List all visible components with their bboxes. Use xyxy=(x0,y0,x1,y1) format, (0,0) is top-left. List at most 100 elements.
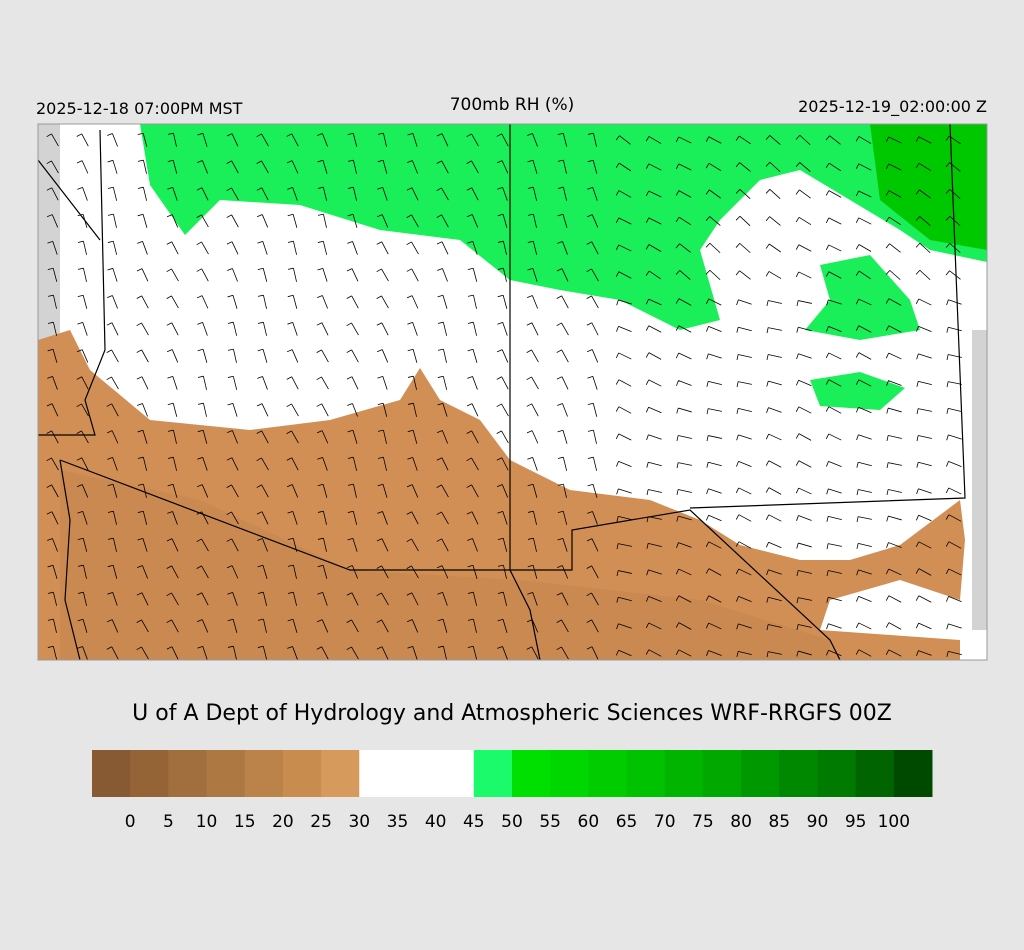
wind-barb xyxy=(856,461,872,468)
wind-barb xyxy=(406,268,419,282)
wind-barb xyxy=(316,376,329,390)
wind-barb xyxy=(256,430,269,444)
border-line xyxy=(509,124,541,661)
wind-barb xyxy=(257,348,268,363)
wind-barb xyxy=(885,243,901,253)
wind-barb xyxy=(615,244,632,252)
wind-barb xyxy=(736,407,752,414)
wind-barb xyxy=(406,187,419,201)
wind-barb xyxy=(376,349,389,363)
wind-barb xyxy=(347,510,358,525)
wind-barb xyxy=(527,267,538,282)
wind-barb xyxy=(855,270,871,280)
wind-barb xyxy=(946,381,962,388)
colorbar-label: 0 xyxy=(125,812,136,832)
wind-barb xyxy=(287,187,298,201)
wind-barb xyxy=(646,542,662,549)
wind-barb xyxy=(166,646,179,660)
wind-barb xyxy=(915,189,931,199)
wind-barb xyxy=(346,349,359,363)
wind-barb xyxy=(46,430,59,444)
wind-barb xyxy=(795,460,812,468)
wind-barb xyxy=(496,430,509,444)
wind-barb xyxy=(826,515,842,522)
wind-barb xyxy=(526,322,539,336)
wind-barb xyxy=(316,430,329,444)
wind-barb xyxy=(886,435,902,442)
wind-barb xyxy=(47,294,57,309)
wind-barb xyxy=(77,646,88,660)
wind-barb xyxy=(675,595,692,603)
wind-barb xyxy=(826,461,842,467)
wind-barb xyxy=(166,322,179,336)
wind-barb xyxy=(587,456,598,471)
wind-barb xyxy=(287,267,297,282)
wind-barb xyxy=(616,570,632,577)
wind-barb xyxy=(855,136,872,144)
wind-barb xyxy=(316,403,329,417)
wind-barb xyxy=(77,564,87,579)
wind-barb xyxy=(795,406,812,414)
wind-barb xyxy=(377,186,388,201)
wind-barb xyxy=(107,483,118,498)
wind-barb xyxy=(436,484,449,498)
wind-barb xyxy=(766,651,782,658)
wind-barb xyxy=(946,407,962,414)
wind-barb xyxy=(256,187,269,201)
wind-barb xyxy=(46,160,59,174)
wind-barb xyxy=(227,402,238,417)
wind-barb xyxy=(825,379,842,387)
wind-barb xyxy=(76,430,89,444)
wind-barb xyxy=(287,240,297,255)
wind-barb xyxy=(136,619,149,633)
wind-barb xyxy=(557,132,568,147)
wind-barb xyxy=(257,564,268,579)
wind-barb xyxy=(436,133,449,147)
wind-barb xyxy=(766,624,782,631)
wind-barb xyxy=(46,403,59,417)
wind-barb xyxy=(347,483,357,498)
wind-barb xyxy=(47,564,58,579)
wind-barb xyxy=(705,514,722,522)
border-line xyxy=(38,129,106,436)
wind-barb xyxy=(166,619,179,633)
wind-barb xyxy=(47,538,58,552)
wind-barb xyxy=(915,595,932,603)
wind-barb xyxy=(256,457,269,471)
wind-barb xyxy=(347,159,357,174)
wind-barb xyxy=(137,483,147,498)
wind-barb xyxy=(855,244,872,252)
wind-barb xyxy=(796,542,812,549)
wind-barb xyxy=(466,187,479,201)
wind-barb xyxy=(47,618,57,633)
wind-barb xyxy=(406,592,419,606)
colorbar: 0 5 10 15 20 25 30 35 40 45 50 55 60 65 70 75 80 85 90 95 10… xyxy=(92,750,933,832)
wind-barb xyxy=(855,406,872,414)
wind-barb xyxy=(826,596,842,603)
wind-barb xyxy=(167,429,177,444)
wind-barb xyxy=(557,456,568,471)
wind-barb xyxy=(735,243,751,253)
wind-barb xyxy=(137,159,147,174)
wind-barb xyxy=(587,132,597,147)
wind-barb xyxy=(886,489,902,496)
wind-barb xyxy=(916,435,932,442)
wind-barb xyxy=(645,270,661,280)
wind-barb xyxy=(496,133,509,147)
wind-barb xyxy=(885,595,902,603)
wind-barb xyxy=(527,537,537,552)
wind-barb xyxy=(497,322,508,336)
wind-barb xyxy=(586,349,599,363)
borders xyxy=(37,123,966,661)
wind-barb xyxy=(107,537,117,552)
wind-barb xyxy=(107,295,118,309)
wind-barb xyxy=(77,510,88,525)
wind-barb xyxy=(885,190,902,198)
wind-barb xyxy=(915,541,932,549)
wind-barb xyxy=(796,624,812,631)
wind-barb xyxy=(77,240,87,255)
wind-barb xyxy=(136,646,149,660)
wind-barb xyxy=(467,376,478,390)
wind-barb xyxy=(136,268,149,282)
wind-barb xyxy=(945,541,962,549)
